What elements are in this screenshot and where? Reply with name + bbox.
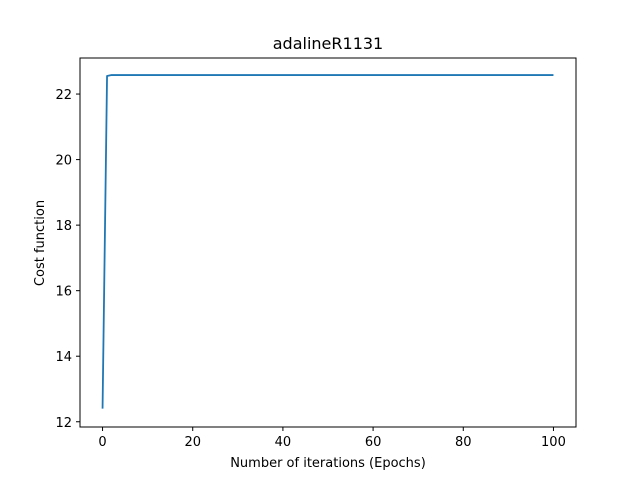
chart-title: adalineR1131 bbox=[273, 34, 383, 53]
y-tick-label: 16 bbox=[55, 285, 72, 300]
x-tick-label: 0 bbox=[98, 435, 106, 450]
x-tick-label: 40 bbox=[275, 435, 292, 450]
x-axis-label: Number of iterations (Epochs) bbox=[230, 456, 426, 471]
axis-ticks: 0 20 40 60 80 100 12 14 16 18 20 22 bbox=[55, 88, 565, 450]
y-tick-label: 18 bbox=[55, 219, 72, 234]
x-tick-label: 20 bbox=[184, 435, 201, 450]
y-tick-label: 20 bbox=[55, 154, 72, 169]
y-tick-label: 12 bbox=[55, 416, 72, 431]
y-tick-label: 14 bbox=[55, 350, 72, 365]
x-tick-label: 100 bbox=[541, 435, 566, 450]
x-tick-label: 60 bbox=[365, 435, 382, 450]
x-tick-label: 80 bbox=[455, 435, 472, 450]
y-tick-label: 22 bbox=[55, 88, 72, 103]
series-line bbox=[101, 74, 554, 409]
axes-frame bbox=[79, 57, 577, 428]
plot-area bbox=[101, 74, 554, 409]
y-axis-label: Cost function bbox=[33, 200, 48, 286]
